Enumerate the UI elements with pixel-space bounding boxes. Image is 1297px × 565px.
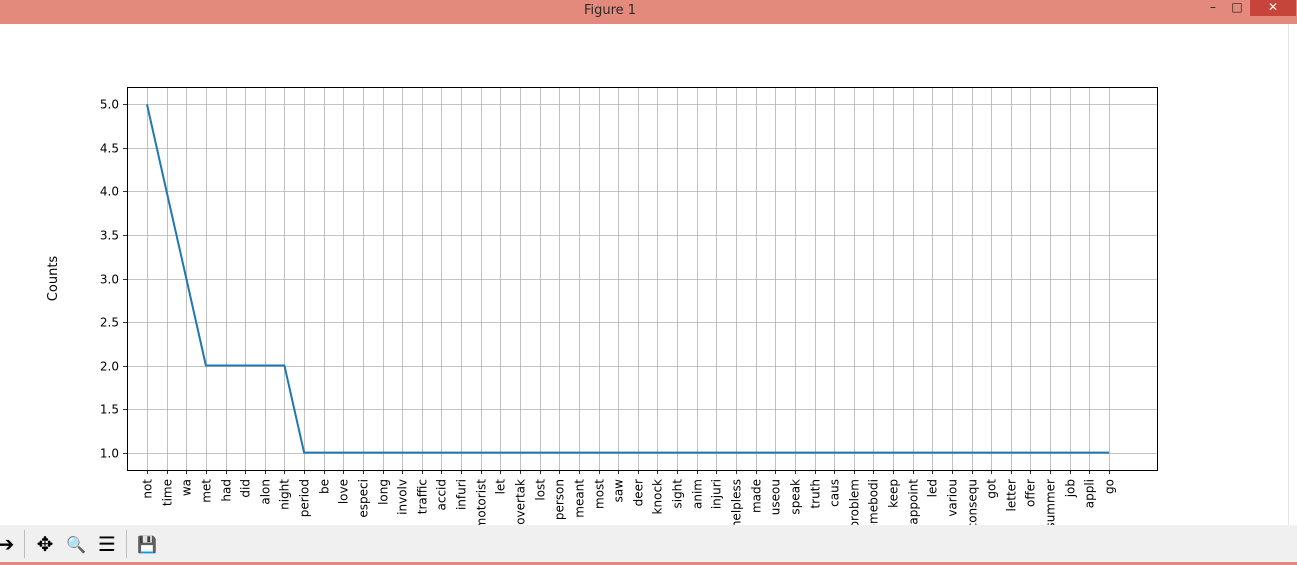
x-tick-label: truth (809, 479, 823, 509)
x-tick-label: let (494, 479, 508, 495)
y-tick-label: 1.5 (100, 403, 119, 417)
close-button[interactable]: ✕ (1250, 0, 1296, 16)
x-tick-label: long (377, 479, 391, 505)
y-axis-label: Counts (46, 256, 61, 302)
window-bottom-edge (0, 562, 1297, 565)
x-tick-label: motorist (475, 479, 489, 525)
navigation-toolbar: ➔ ✥ 🔍 ☰ 💾 (0, 525, 1297, 562)
sliders-button[interactable]: ☰ (93, 530, 121, 558)
x-tick-label: useou (769, 479, 783, 515)
x-tick-label: saw (612, 479, 626, 503)
x-tick-label: did (239, 479, 253, 498)
x-tick-label: met (200, 479, 214, 503)
x-tick-label: night (278, 479, 292, 510)
x-tick-label: infuri (455, 479, 469, 510)
x-tick-label: love (337, 479, 351, 504)
y-tick-label: 2.0 (100, 360, 119, 374)
x-tick-label: caus (828, 479, 842, 507)
x-tick-label: deer (632, 479, 646, 506)
x-tick-label: go (1103, 479, 1117, 494)
magnifier-button[interactable]: 🔍 (62, 530, 90, 558)
x-tick-label: traffic (416, 479, 430, 514)
y-tick-label: 1.0 (100, 447, 119, 461)
x-tick-label: somebodi (867, 479, 881, 525)
y-tick-layer: 1.0 1.5 2.0 2.5 3.0 3.5 4.0 4.5 5.0 (100, 98, 127, 461)
series-line (146, 104, 1109, 454)
x-tick-label: lost (534, 479, 548, 501)
x-tick-label: variou (946, 479, 960, 517)
x-tick-label: anim (691, 479, 705, 509)
move-button[interactable]: ✥ (31, 530, 59, 558)
x-tick-label: had (220, 479, 234, 502)
x-tick-label: not (141, 479, 155, 499)
x-tick-label: letter (1005, 479, 1019, 512)
axes-frame (127, 87, 1158, 471)
y-tick-label: 3.5 (100, 229, 119, 243)
x-tick-label: most (593, 479, 607, 509)
x-tick-label: overtak (514, 479, 528, 525)
x-tick-label: period (298, 479, 312, 517)
y-tick-label: 2.5 (100, 316, 119, 330)
move-icon: ✥ (36, 532, 54, 556)
series-layer (146, 104, 1109, 454)
x-tick-label: appoint (907, 479, 921, 525)
y-tick-label: 4.0 (100, 185, 119, 199)
window-right-edge (1288, 24, 1297, 525)
x-tick-label: person (553, 479, 567, 520)
floppy-icon: 💾 (137, 534, 157, 554)
maximize-button[interactable]: □ (1231, 0, 1243, 14)
x-tick-label: alon (259, 479, 273, 505)
x-tick-label: got (985, 479, 999, 499)
x-tick-label: appli (1083, 479, 1097, 508)
x-tick-label: led (926, 479, 940, 497)
x-tick-label: involv (396, 479, 410, 515)
title-bar: Figure 1 – □ ✕ (0, 0, 1297, 24)
x-tick-label: especi (357, 479, 371, 518)
arrow-right-button[interactable]: ➔ (0, 530, 20, 558)
window-title: Figure 1 (583, 3, 637, 18)
x-tick-label: helpless (730, 479, 744, 525)
x-tick-label: time (161, 479, 175, 506)
y-tick-label: 3.0 (100, 273, 119, 287)
floppy-button[interactable]: 💾 (133, 530, 161, 558)
line-chart: not time wa met had did alon night period be love e… (46, 87, 1158, 538)
x-tick-label: consequ (966, 479, 980, 525)
x-tick-label: injuri (710, 479, 724, 509)
x-tick-label: speak (789, 479, 803, 515)
toolbar-separator (24, 530, 25, 558)
x-tick-label: problem (848, 479, 862, 525)
figure-canvas: not time wa met had did alon night period be love e… (0, 24, 1288, 538)
minimize-button[interactable]: – (1210, 0, 1216, 14)
grid-layer (127, 87, 1157, 470)
y-tick-label: 5.0 (100, 98, 119, 112)
x-tick-label: job (1064, 479, 1078, 498)
arrow-right-icon: ➔ (0, 532, 15, 556)
magnifier-icon: 🔍 (66, 534, 86, 554)
y-tick-label: 4.5 (100, 142, 119, 156)
x-tick-label: offer (1024, 479, 1038, 507)
x-tick-label: sight (671, 479, 685, 509)
x-tick-label: knock (651, 479, 665, 514)
toolbar-separator (126, 530, 127, 558)
sliders-icon: ☰ (98, 532, 116, 556)
x-tick-layer: not time wa met had did alon night period be love e… (141, 470, 1117, 538)
x-tick-label: meant (573, 479, 587, 518)
x-tick-label: made (750, 479, 764, 513)
x-tick-label: keep (887, 479, 901, 508)
x-tick-label: wa (180, 479, 194, 496)
x-tick-label: be (318, 479, 332, 494)
x-tick-label: summer (1044, 479, 1058, 525)
x-tick-label: accid (435, 479, 449, 511)
